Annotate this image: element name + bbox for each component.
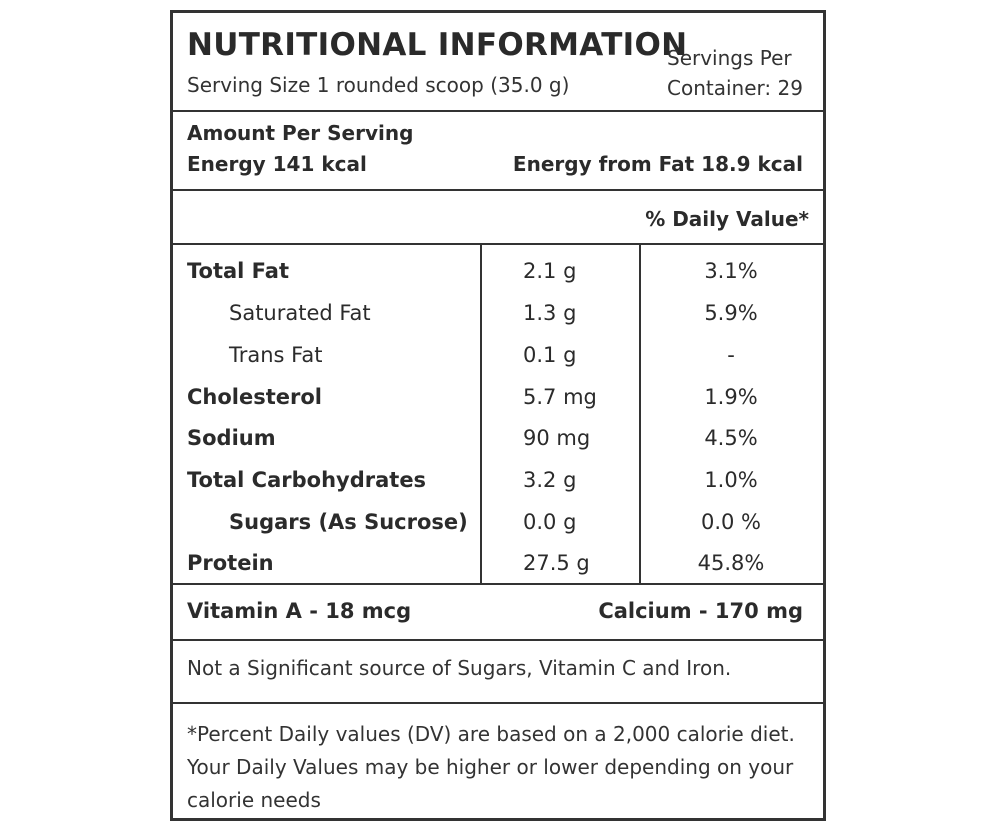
nutrient-daily-value: 1.0% xyxy=(704,468,758,492)
divider xyxy=(173,583,823,585)
table-row: Saturated Fat 1.3 g 5.9% xyxy=(173,297,823,337)
nutrient-name: Total Carbohydrates xyxy=(187,468,427,492)
divider xyxy=(173,702,823,704)
vitamin-a: Vitamin A - 18 mcg xyxy=(187,599,412,623)
nutrient-amount: 0.0 g xyxy=(523,510,577,534)
nutrient-name: Sugars (As Sucrose) xyxy=(229,510,468,534)
nutrient-daily-value: 5.9% xyxy=(704,301,758,325)
nutrient-daily-value: - xyxy=(727,343,735,367)
divider xyxy=(173,189,823,191)
table-row: Protein 27.5 g 45.8% xyxy=(173,547,823,587)
serving-size: Serving Size 1 rounded scoop (35.0 g) xyxy=(187,73,570,97)
nutrient-daily-value: 3.1% xyxy=(704,259,758,283)
nutrient-name: Total Fat xyxy=(187,259,290,283)
servings-per-line1: Servings Per xyxy=(667,46,792,70)
amount-per-serving: Amount Per Serving xyxy=(187,121,414,145)
energy-from-fat: Energy from Fat 18.9 kcal xyxy=(512,152,803,176)
nutrient-amount: 90 mg xyxy=(523,426,591,450)
daily-value-header: % Daily Value* xyxy=(645,207,809,231)
nutrient-amount: 5.7 mg xyxy=(523,385,597,409)
nutrient-amount: 1.3 g xyxy=(523,301,577,325)
nutrient-daily-value: 1.9% xyxy=(704,385,758,409)
calcium: Calcium - 170 mg xyxy=(598,599,803,623)
energy-value: Energy 141 kcal xyxy=(187,152,367,176)
nutrient-daily-value: 45.8% xyxy=(697,551,765,575)
servings-per-line2: Container: 29 xyxy=(667,76,803,100)
divider xyxy=(173,243,823,245)
nutrient-name: Cholesterol xyxy=(187,385,322,409)
nutrient-amount: 0.1 g xyxy=(523,343,577,367)
table-row: Trans Fat 0.1 g - xyxy=(173,339,823,379)
column-divider xyxy=(639,243,641,583)
table-row: Cholesterol 5.7 mg 1.9% xyxy=(173,381,823,421)
nutrient-daily-value: 0.0 % xyxy=(700,510,762,534)
nutrient-name: Sodium xyxy=(187,426,276,450)
nutrient-name: Protein xyxy=(187,551,274,575)
nutrient-amount: 2.1 g xyxy=(523,259,577,283)
label-title: NUTRITIONAL INFORMATION xyxy=(187,27,688,63)
table-row: Total Fat 2.1 g 3.1% xyxy=(173,255,823,295)
not-significant-note: Not a Significant source of Sugars, Vita… xyxy=(187,656,732,680)
nutrient-amount: 3.2 g xyxy=(523,468,577,492)
divider xyxy=(173,639,823,641)
nutrient-daily-value: 4.5% xyxy=(704,426,758,450)
nutrient-name: Saturated Fat xyxy=(229,301,371,325)
daily-value-footnote: *Percent Daily values (DV) are based on … xyxy=(187,722,795,812)
nutrient-amount: 27.5 g xyxy=(523,551,590,575)
table-row: Sodium 90 mg 4.5% xyxy=(173,422,823,462)
table-row: Sugars (As Sucrose) 0.0 g 0.0 % xyxy=(173,506,823,546)
servings-per-container: Servings Per Container: 29 xyxy=(667,43,803,103)
divider xyxy=(173,110,823,112)
nutrient-name: Trans Fat xyxy=(229,343,323,367)
nutrition-label: NUTRITIONAL INFORMATION Serving Size 1 r… xyxy=(170,10,826,821)
table-row: Total Carbohydrates 3.2 g 1.0% xyxy=(173,464,823,504)
column-divider xyxy=(480,243,482,583)
